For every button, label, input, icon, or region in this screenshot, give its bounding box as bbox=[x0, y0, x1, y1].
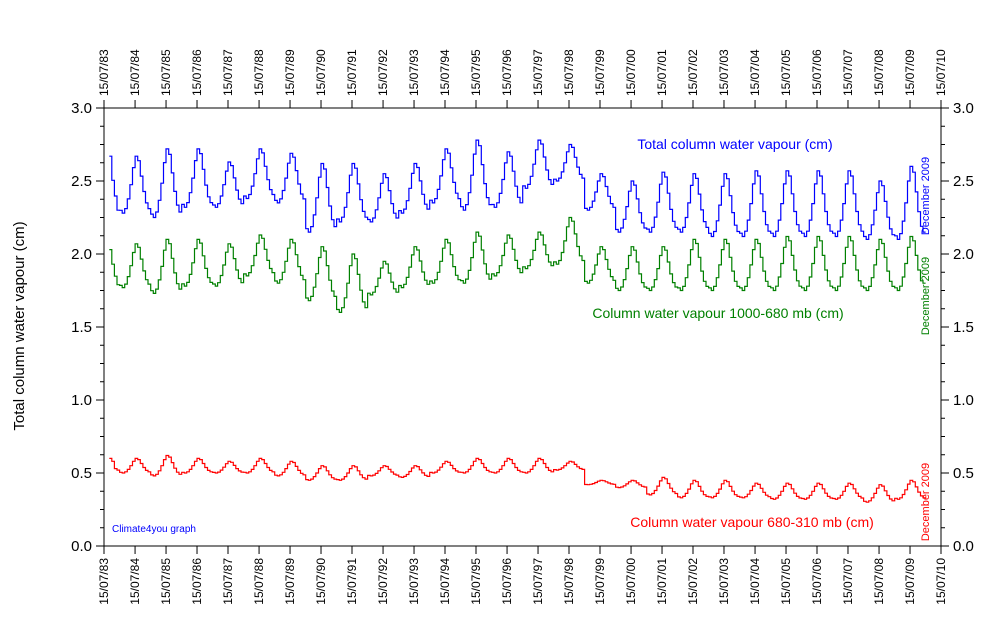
x-tick-label-bottom: 15/07/84 bbox=[128, 558, 142, 605]
y-tick-label-left: 1.5 bbox=[71, 319, 92, 336]
x-tick-label-top: 15/07/08 bbox=[872, 49, 886, 96]
x-tick-label-top: 15/07/03 bbox=[717, 49, 731, 96]
labels-layer: 0.0 0.0 0.5 0.5 1.0 1.0 1.5 1.5 2.0 2.0 2.5 2.5 3.0 3… bbox=[71, 49, 974, 605]
credit-label: Climate4you graph bbox=[112, 524, 196, 535]
x-tick-label-top: 15/07/86 bbox=[190, 49, 204, 96]
x-tick-label-top: 15/07/84 bbox=[128, 49, 142, 96]
x-tick-label-top: 15/07/92 bbox=[376, 49, 390, 96]
x-tick-label-top: 15/07/04 bbox=[748, 49, 762, 96]
x-tick-label-bottom: 15/07/10 bbox=[934, 558, 948, 605]
x-tick-label-bottom: 15/07/86 bbox=[190, 558, 204, 605]
x-tick-label-top: 15/07/95 bbox=[469, 49, 483, 96]
series-line-1 bbox=[109, 139, 926, 240]
x-tick-label-top: 15/07/90 bbox=[314, 49, 328, 96]
x-tick-label-top: 15/07/99 bbox=[593, 49, 607, 96]
x-tick-label-top: 15/07/07 bbox=[841, 49, 855, 96]
series-end-label-1: December 2009 bbox=[920, 157, 932, 235]
x-tick-label-top: 15/07/97 bbox=[531, 49, 545, 96]
y-tick-label-right: 0.0 bbox=[953, 538, 974, 555]
y-tick-label-right: 1.0 bbox=[953, 392, 974, 409]
x-tick-label-top: 15/07/06 bbox=[810, 49, 824, 96]
x-tick-label-bottom: 15/07/09 bbox=[903, 558, 917, 605]
y-tick-label-left: 2.5 bbox=[71, 173, 92, 190]
x-tick-label-bottom: 15/07/05 bbox=[779, 558, 793, 605]
x-tick-label-bottom: 15/07/94 bbox=[438, 558, 452, 605]
series-line-3 bbox=[109, 454, 926, 503]
x-tick-label-bottom: 15/07/03 bbox=[717, 558, 731, 605]
x-tick-label-top: 15/07/89 bbox=[283, 49, 297, 96]
x-tick-label-bottom: 15/07/88 bbox=[252, 558, 266, 605]
x-tick-label-top: 15/07/01 bbox=[655, 49, 669, 96]
x-tick-label-bottom: 15/07/00 bbox=[624, 558, 638, 605]
series-name-1: Total column water vapour (cm) bbox=[637, 136, 832, 152]
x-tick-label-bottom: 15/07/83 bbox=[97, 558, 111, 605]
x-tick-label-bottom: 15/07/99 bbox=[593, 558, 607, 605]
x-tick-label-bottom: 15/07/85 bbox=[159, 558, 173, 605]
y-tick-label-left: 2.0 bbox=[71, 246, 92, 263]
x-tick-label-bottom: 15/07/01 bbox=[655, 558, 669, 605]
x-tick-label-top: 15/07/87 bbox=[221, 49, 235, 96]
series-name-3: Column water vapour 680-310 mb (cm) bbox=[630, 514, 874, 530]
y-tick-label-left: 3.0 bbox=[71, 100, 92, 117]
x-tick-label-bottom: 15/07/87 bbox=[221, 558, 235, 605]
x-tick-label-top: 15/07/09 bbox=[903, 49, 917, 96]
series-end-label-3: December 2009 bbox=[920, 463, 932, 541]
y-tick-label-left: 0.0 bbox=[71, 538, 92, 555]
x-tick-label-bottom: 15/07/93 bbox=[407, 558, 421, 605]
x-tick-label-top: 15/07/02 bbox=[686, 49, 700, 96]
series-layer bbox=[109, 139, 926, 503]
y-axis-label: Total column water vapour (cm) bbox=[11, 221, 28, 430]
x-tick-label-bottom: 15/07/04 bbox=[748, 558, 762, 605]
y-tick-label-right: 2.0 bbox=[953, 246, 974, 263]
y-tick-label-left: 1.0 bbox=[71, 392, 92, 409]
x-tick-label-bottom: 15/07/89 bbox=[283, 558, 297, 605]
x-tick-label-top: 15/07/88 bbox=[252, 49, 266, 96]
x-tick-label-bottom: 15/07/92 bbox=[376, 558, 390, 605]
x-tick-label-bottom: 15/07/02 bbox=[686, 558, 700, 605]
x-tick-label-bottom: 15/07/08 bbox=[872, 558, 886, 605]
x-tick-label-bottom: 15/07/96 bbox=[500, 558, 514, 605]
x-tick-label-top: 15/07/93 bbox=[407, 49, 421, 96]
x-tick-label-top: 15/07/83 bbox=[97, 49, 111, 96]
series-end-label-2: December 2009 bbox=[920, 257, 932, 335]
x-tick-label-bottom: 15/07/06 bbox=[810, 558, 824, 605]
y-tick-label-right: 0.5 bbox=[953, 465, 974, 482]
series-line-2 bbox=[109, 216, 926, 313]
x-tick-label-bottom: 15/07/98 bbox=[562, 558, 576, 605]
x-tick-label-bottom: 15/07/07 bbox=[841, 558, 855, 605]
x-tick-label-top: 15/07/05 bbox=[779, 49, 793, 96]
x-tick-label-bottom: 15/07/91 bbox=[345, 558, 359, 605]
x-tick-label-bottom: 15/07/90 bbox=[314, 558, 328, 605]
x-tick-label-top: 15/07/85 bbox=[159, 49, 173, 96]
x-tick-label-top: 15/07/91 bbox=[345, 49, 359, 96]
x-tick-label-top: 15/07/96 bbox=[500, 49, 514, 96]
x-tick-label-top: 15/07/00 bbox=[624, 49, 638, 96]
series-name-2: Column water vapour 1000-680 mb (cm) bbox=[592, 305, 843, 321]
x-tick-label-bottom: 15/07/95 bbox=[469, 558, 483, 605]
x-tick-label-top: 15/07/10 bbox=[934, 49, 948, 96]
x-tick-label-bottom: 15/07/97 bbox=[531, 558, 545, 605]
y-tick-label-left: 0.5 bbox=[71, 465, 92, 482]
y-tick-label-right: 1.5 bbox=[953, 319, 974, 336]
y-tick-label-right: 2.5 bbox=[953, 173, 974, 190]
y-tick-label-right: 3.0 bbox=[953, 100, 974, 117]
x-tick-label-top: 15/07/94 bbox=[438, 49, 452, 96]
x-tick-label-top: 15/07/98 bbox=[562, 49, 576, 96]
axes bbox=[96, 100, 949, 554]
